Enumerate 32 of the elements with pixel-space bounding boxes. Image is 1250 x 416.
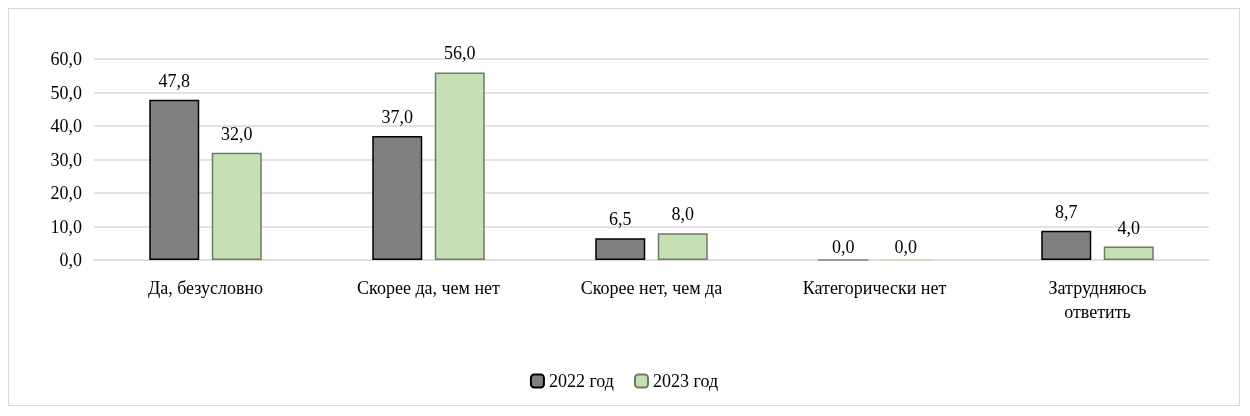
bar bbox=[211, 152, 262, 260]
y-tick-label: 30,0 bbox=[50, 149, 82, 170]
bar bbox=[1103, 246, 1154, 260]
y-tick-label: 0,0 bbox=[59, 250, 82, 270]
data-label: 32,0 bbox=[221, 123, 253, 144]
bar bbox=[434, 72, 485, 260]
bar bbox=[657, 233, 708, 260]
data-label: 0,0 bbox=[894, 236, 917, 257]
data-label: 4,0 bbox=[1117, 217, 1140, 238]
data-label: 37,0 bbox=[381, 107, 413, 128]
data-label: 6,5 bbox=[609, 209, 632, 230]
bar bbox=[595, 238, 646, 260]
x-tick-label: Да, безусловно bbox=[147, 278, 264, 298]
legend-label: 2022 год bbox=[548, 371, 614, 391]
data-label: 56,0 bbox=[444, 43, 476, 64]
bar bbox=[149, 99, 200, 260]
y-tick-label: 20,0 bbox=[50, 183, 82, 203]
data-label: 8,7 bbox=[1055, 201, 1078, 222]
y-tick-label: 10,0 bbox=[50, 216, 82, 237]
bar bbox=[1041, 230, 1092, 260]
legend-label: 2023 год bbox=[653, 371, 719, 391]
data-label: 8,0 bbox=[671, 204, 694, 225]
y-tick-label: 40,0 bbox=[50, 116, 82, 136]
x-tick-label: Скорее нет, чем да bbox=[580, 278, 723, 298]
y-tick-label: 50,0 bbox=[50, 82, 82, 103]
bar bbox=[372, 136, 423, 260]
x-tick-label: Затрудняюсь ответить bbox=[1048, 278, 1147, 322]
x-tick-label: Категорически нет bbox=[802, 278, 947, 298]
y-tick-label: 60,0 bbox=[50, 49, 82, 69]
x-tick-label: Скорее да, чем нет bbox=[357, 278, 501, 298]
data-label: 47,8 bbox=[158, 70, 190, 91]
data-label: 0,0 bbox=[832, 236, 855, 257]
